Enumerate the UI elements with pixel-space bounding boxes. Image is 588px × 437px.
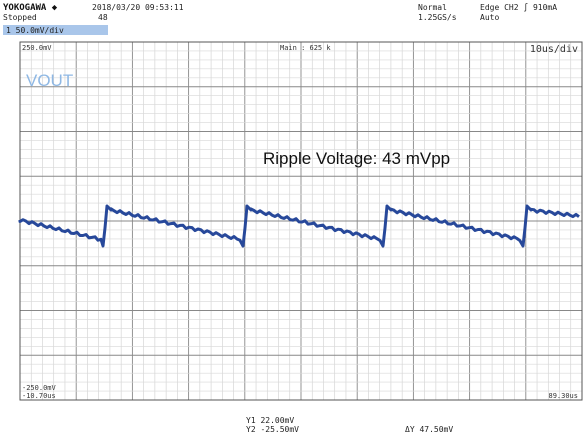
trace-label: VOUT bbox=[26, 71, 73, 90]
timebase: 10us/div bbox=[530, 44, 578, 55]
mode: Normal bbox=[418, 3, 447, 12]
sample-rate: 1.25GS/s bbox=[418, 13, 457, 22]
cursor-y1: Y1 22.00mV bbox=[246, 416, 294, 425]
cursor-y2: Y2 -25.50mV bbox=[246, 425, 299, 434]
zoom: Main : 625 k bbox=[280, 44, 331, 52]
record: 48 bbox=[98, 13, 108, 22]
brand: YOKOGAWA ◆ bbox=[3, 3, 58, 13]
trigger-mode: Auto bbox=[480, 13, 499, 22]
cursor-delta: ΔY 47.50mV bbox=[405, 425, 453, 434]
channel: 1 50.0mV/div bbox=[6, 26, 64, 35]
trigger: Edge CH2 ∫ 910mA bbox=[480, 3, 557, 12]
status: Stopped bbox=[3, 13, 37, 22]
start-time: -10.70us bbox=[22, 392, 56, 400]
timestamp: 2018/03/20 09:53:11 bbox=[92, 3, 184, 12]
top-level: 250.0mV bbox=[22, 44, 52, 52]
bottom-level: -250.0mV bbox=[22, 384, 57, 392]
end-time: 89.30us bbox=[548, 392, 578, 400]
scope-screenshot: YOKOGAWA ◆ 2018/03/20 09:53:11 Stopped 4… bbox=[0, 0, 588, 437]
annotation: Ripple Voltage: 43 mVpp bbox=[263, 149, 450, 168]
